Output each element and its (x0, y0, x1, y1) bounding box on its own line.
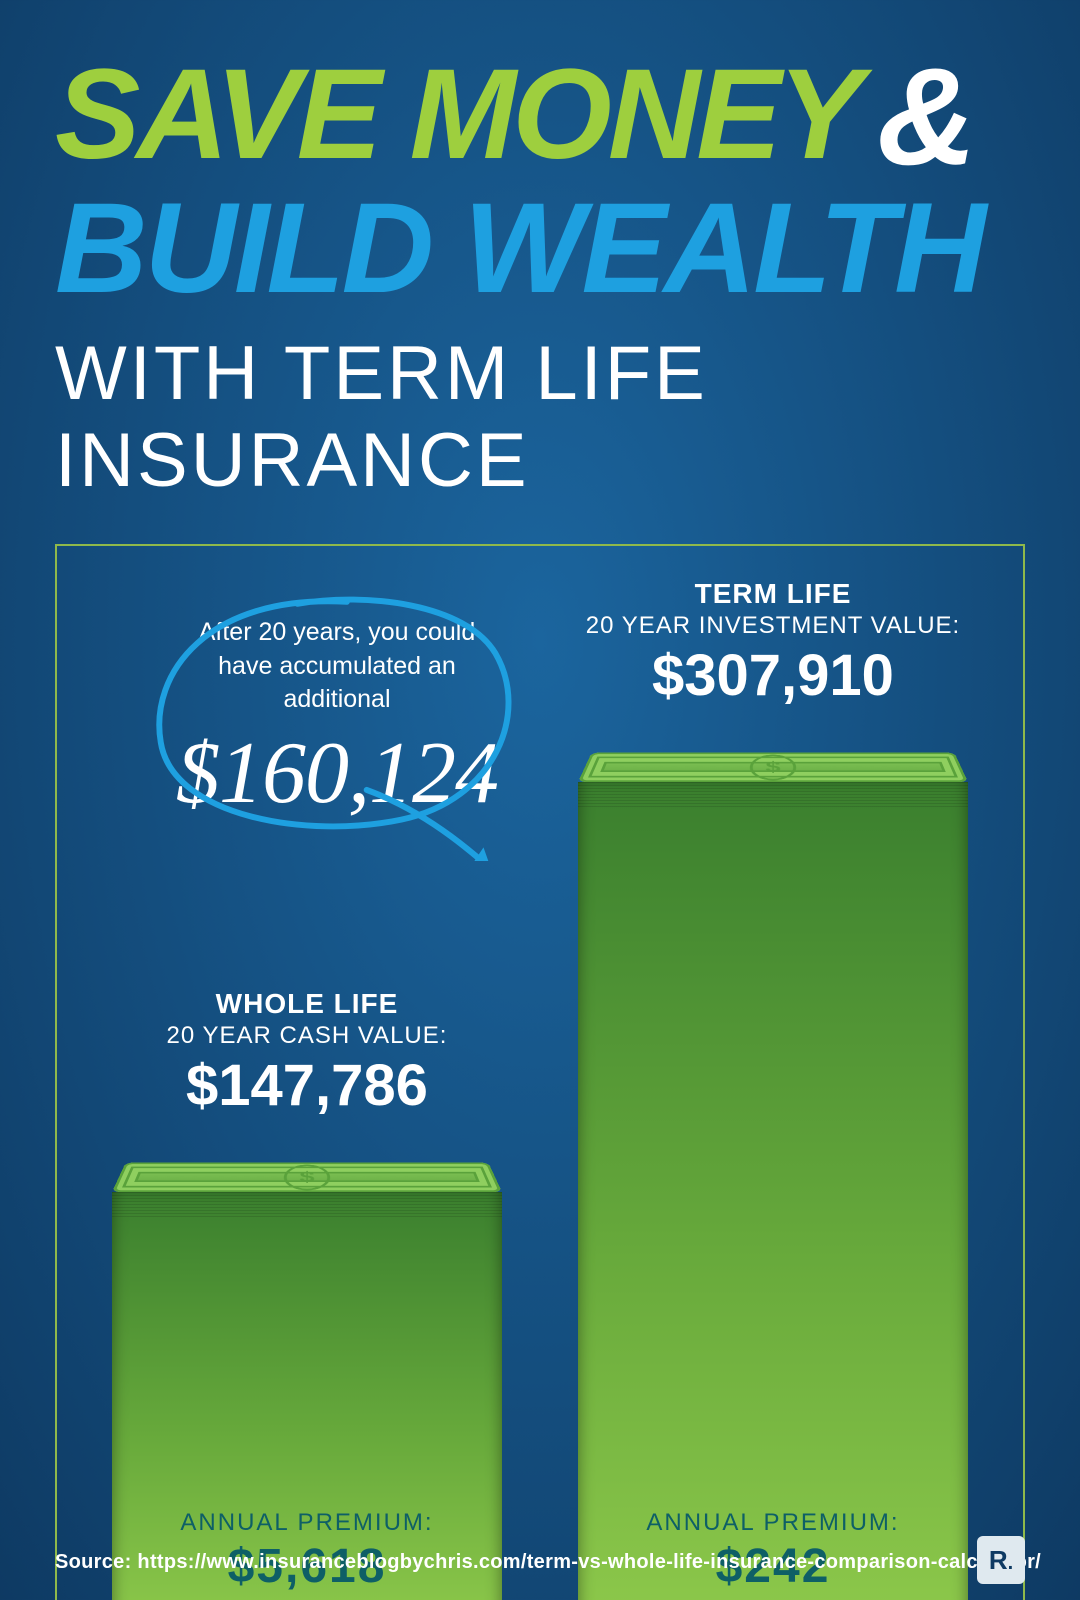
brand-logo-icon: R. (977, 1536, 1025, 1584)
bar-whole-life: WHOLE LIFE 20 YEAR CASH VALUE: $147,786 … (112, 988, 502, 1600)
callout-bubble: After 20 years, you could have accumulat… (157, 616, 517, 824)
bar-whole-value: $147,786 (112, 1052, 502, 1119)
money-stack-top-icon (112, 1163, 502, 1192)
callout-amount: $160,124 (157, 723, 517, 824)
money-stack-front: ANNUAL PREMIUM: $242 (578, 782, 968, 1600)
source-citation: Source: https://www.insuranceblogbychris… (55, 1551, 1041, 1574)
headline-save-money: SAVE MONEY (55, 56, 859, 174)
headline-subtitle: WITH TERM LIFE INSURANCE (55, 330, 1025, 504)
headline: SAVE MONEY & BUILD WEALTH WITH TERM LIFE… (0, 0, 1080, 514)
money-stack-top-icon (578, 753, 968, 782)
source-url: https://www.insuranceblogbychris.com/ter… (137, 1551, 1041, 1573)
money-stack-whole: ANNUAL PREMIUM: $5,618 (112, 1137, 502, 1600)
source-prefix: Source: (55, 1551, 137, 1573)
callout-lead-text: After 20 years, you could have accumulat… (157, 616, 517, 717)
headline-build-wealth: BUILD WEALTH (55, 175, 1025, 322)
money-stack-front: ANNUAL PREMIUM: $5,618 (112, 1192, 502, 1600)
bar-whole-name: WHOLE LIFE (112, 988, 502, 1020)
premium-label-text: ANNUAL PREMIUM: (578, 1509, 968, 1537)
money-stack-term: ANNUAL PREMIUM: $242 (578, 727, 968, 1600)
premium-label-text: ANNUAL PREMIUM: (112, 1509, 502, 1537)
bar-whole-sub: 20 YEAR CASH VALUE: (112, 1022, 502, 1050)
comparison-chart: After 20 years, you could have accumulat… (55, 544, 1025, 1600)
bar-term-life: TERM LIFE 20 YEAR INVESTMENT VALUE: $307… (578, 578, 968, 1600)
bar-term-name: TERM LIFE (578, 578, 968, 610)
bar-term-value: $307,910 (578, 642, 968, 709)
headline-ampersand: & (877, 54, 973, 181)
bar-term-sub: 20 YEAR INVESTMENT VALUE: (578, 612, 968, 640)
